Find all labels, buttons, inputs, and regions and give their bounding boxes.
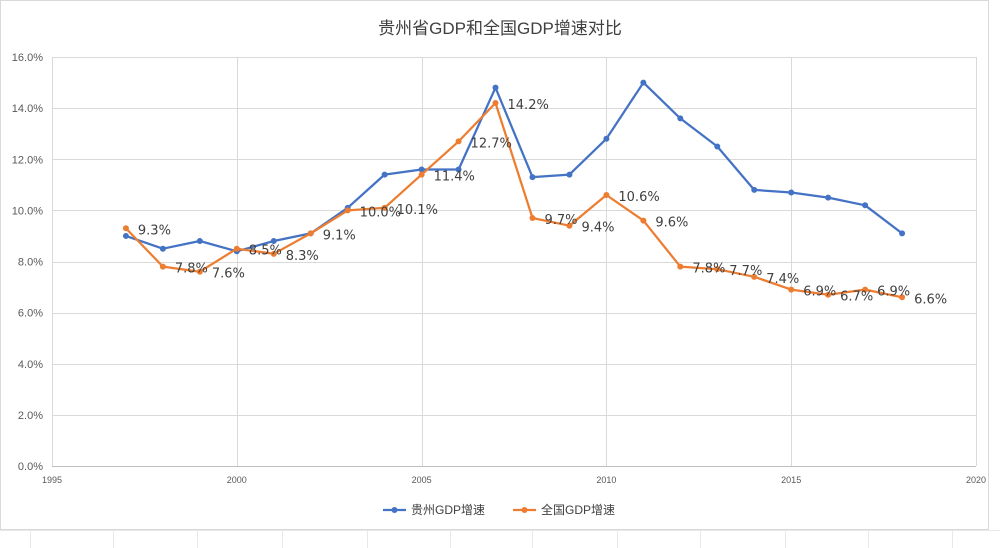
data-point xyxy=(788,189,795,196)
data-point xyxy=(603,135,610,142)
data-point xyxy=(751,186,758,193)
data-label: 9.7% xyxy=(544,213,577,228)
data-point xyxy=(566,222,573,229)
data-point xyxy=(566,171,573,178)
data-point xyxy=(159,245,166,252)
x-tick-label: 2000 xyxy=(227,475,247,485)
data-label: 6.6% xyxy=(914,292,947,307)
data-point xyxy=(751,273,758,280)
data-point xyxy=(196,268,203,275)
data-point xyxy=(640,217,647,224)
data-label: 10.0% xyxy=(360,205,401,220)
data-point xyxy=(122,232,129,239)
data-label: 10.1% xyxy=(397,203,438,218)
y-tick-label: 8.0% xyxy=(18,257,43,269)
data-point xyxy=(529,215,536,222)
data-label: 10.6% xyxy=(618,190,659,205)
data-point xyxy=(677,115,684,122)
legend-item-guizhou: 贵州GDP增速 xyxy=(383,503,485,517)
data-point xyxy=(603,192,610,199)
data-label: 9.1% xyxy=(323,228,356,243)
data-point xyxy=(455,166,462,173)
data-point xyxy=(418,166,425,173)
y-tick-label: 16.0% xyxy=(12,52,43,64)
y-axis-tick-labels: 0.0% 2.0% 4.0% 6.0% 8.0% 10.0% 12.0% 14.0% 16.0% xyxy=(12,52,43,473)
sheet-gridlines xyxy=(0,530,1000,548)
series-line xyxy=(124,81,904,253)
data-label: 8.5% xyxy=(249,244,282,259)
data-point xyxy=(381,204,388,211)
data-label: 7.6% xyxy=(212,267,245,282)
x-tick-label: 2020 xyxy=(966,475,986,485)
chart-title: 贵州省GDP和全国GDP增速对比 xyxy=(378,19,622,38)
x-tick-label: 2015 xyxy=(781,475,801,485)
data-point xyxy=(899,294,906,301)
y-tick-label: 14.0% xyxy=(12,103,43,115)
data-point xyxy=(159,263,166,270)
data-point xyxy=(196,238,203,245)
legend-label-guizhou: 贵州GDP增速 xyxy=(411,503,485,517)
data-point xyxy=(492,84,499,91)
x-axis-tick-labels: 1995 2000 2005 2010 2015 2020 xyxy=(42,475,986,485)
data-label: 6.9% xyxy=(877,285,910,300)
legend-item-national: 全国GDP增速 xyxy=(513,502,615,517)
x-tick-label: 1995 xyxy=(42,475,62,485)
x-tick-label: 2010 xyxy=(596,475,616,485)
data-labels: 9.3% 7.8% 7.6% 8.5% 8.3% 9.1% 10.0%10.1% 11.4% 1… xyxy=(138,98,947,307)
data-point xyxy=(529,174,536,181)
x-tick-label: 2005 xyxy=(412,475,432,485)
data-point xyxy=(714,266,721,273)
gridlines xyxy=(52,57,977,467)
data-point xyxy=(714,143,721,150)
data-point xyxy=(344,207,351,214)
data-label: 8.3% xyxy=(286,249,319,264)
legend: 贵州GDP增速 全国GDP增速 xyxy=(383,502,615,517)
data-label: 6.7% xyxy=(840,290,873,305)
data-point xyxy=(825,291,832,298)
data-label: 12.7% xyxy=(471,136,512,151)
data-label: 14.2% xyxy=(508,98,549,113)
y-tick-label: 6.0% xyxy=(18,308,43,320)
data-label: 7.8% xyxy=(692,262,725,277)
legend-marker-guizhou xyxy=(391,507,398,513)
data-point xyxy=(307,230,314,237)
data-point xyxy=(788,286,795,293)
data-point xyxy=(455,138,462,145)
chart-area-border xyxy=(0,0,989,530)
data-point xyxy=(270,250,277,257)
data-label: 9.3% xyxy=(138,223,171,238)
data-point xyxy=(270,238,277,245)
series-line xyxy=(124,101,904,299)
data-label: 7.8% xyxy=(175,262,208,277)
data-point xyxy=(492,100,499,107)
data-point xyxy=(233,245,240,252)
y-tick-label: 10.0% xyxy=(12,205,43,217)
data-label: 11.4% xyxy=(434,170,475,185)
series-layer xyxy=(122,79,906,301)
data-point xyxy=(862,202,869,209)
y-tick-label: 2.0% xyxy=(18,410,43,422)
data-point xyxy=(825,194,832,201)
data-point xyxy=(640,79,647,86)
legend-label-national: 全国GDP增速 xyxy=(541,502,615,517)
series-1 xyxy=(122,100,906,301)
data-point xyxy=(899,230,906,237)
data-label: 6.9% xyxy=(803,285,836,300)
y-tick-label: 0.0% xyxy=(18,461,43,473)
data-label: 7.4% xyxy=(766,272,799,287)
data-point xyxy=(677,263,684,270)
data-label: 9.6% xyxy=(655,216,688,231)
y-tick-label: 4.0% xyxy=(18,359,43,371)
legend-marker-national xyxy=(521,507,528,513)
data-point xyxy=(381,171,388,178)
data-point xyxy=(122,225,129,232)
data-point xyxy=(418,171,425,178)
data-point xyxy=(862,286,869,293)
data-label: 9.4% xyxy=(581,221,614,236)
data-label: 7.7% xyxy=(729,264,762,279)
y-tick-label: 12.0% xyxy=(12,154,43,166)
